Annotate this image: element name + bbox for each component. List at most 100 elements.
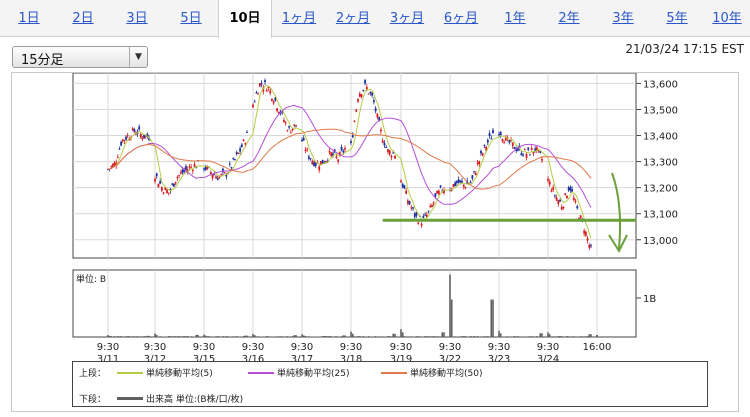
price-tick-label: 13,500	[643, 105, 678, 116]
tab-7[interactable]: 3ヶ月	[380, 0, 434, 37]
candle-body	[124, 140, 126, 141]
volume-bar	[433, 336, 435, 337]
volume-bar	[568, 336, 570, 337]
volume-bar	[375, 336, 377, 337]
volume-bar	[573, 336, 575, 337]
volume-bar	[292, 336, 294, 337]
candle-body	[377, 114, 379, 118]
tab-2[interactable]: 3日	[110, 0, 164, 37]
tab-10[interactable]: 2年	[542, 0, 596, 37]
volume-bar	[180, 336, 182, 337]
candle-body	[231, 167, 233, 168]
volume-bar	[129, 336, 131, 337]
volume-bar	[407, 336, 409, 337]
volume-bar	[566, 336, 568, 337]
volume-bar	[132, 336, 134, 337]
volume-bar	[484, 336, 486, 337]
volume-bar	[531, 336, 533, 337]
legend-volume-swatch	[117, 397, 143, 400]
candle-body	[526, 154, 528, 158]
candle-body	[473, 171, 475, 172]
tab-8[interactable]: 6ヶ月	[434, 0, 488, 37]
candle-body	[531, 148, 533, 150]
volume-bar	[110, 336, 112, 337]
volume-bar	[482, 336, 484, 337]
candle-body	[563, 207, 565, 208]
candle-body	[127, 135, 129, 136]
price-tick-label: 13,200	[643, 184, 678, 195]
volume-bar	[529, 336, 531, 337]
volume-bar	[227, 336, 229, 337]
volume-bar	[336, 336, 338, 337]
volume-bar	[224, 336, 226, 337]
candle-body	[547, 179, 549, 181]
tab-12[interactable]: 5年	[650, 0, 704, 37]
volume-bar	[449, 275, 451, 337]
candle-body	[254, 101, 256, 102]
volume-bar	[239, 336, 241, 337]
volume-bar	[166, 336, 168, 337]
tab-11[interactable]: 3年	[596, 0, 650, 37]
volume-bar	[368, 336, 370, 337]
volume-bar	[137, 336, 139, 337]
volume-bar	[124, 336, 126, 337]
candle-body	[156, 173, 158, 176]
candle-body	[583, 231, 585, 233]
candle-body	[352, 135, 354, 137]
volume-bar	[275, 336, 277, 337]
volume-bar	[384, 336, 386, 337]
volume-bar	[417, 336, 419, 337]
volume-bar	[327, 336, 329, 337]
candle-body	[325, 161, 327, 162]
candle-body	[405, 191, 407, 194]
volume-bar	[405, 336, 407, 337]
candle-body	[220, 174, 222, 175]
volume-bar	[382, 336, 384, 337]
interval-select[interactable]: 15分足 ▼	[12, 46, 148, 68]
candle-body	[256, 92, 258, 93]
candle-body	[490, 138, 492, 139]
candle-body	[373, 100, 375, 102]
volume-bar	[547, 332, 549, 337]
volume-bar	[252, 334, 254, 337]
candle-body	[293, 124, 295, 125]
candle-body	[559, 200, 561, 202]
candle-body	[303, 138, 305, 140]
volume-bar	[197, 335, 199, 337]
volume-bar	[147, 336, 149, 337]
volume-bar	[122, 336, 124, 337]
candle-body	[189, 166, 191, 167]
candle-body	[387, 149, 389, 152]
tab-0[interactable]: 1日	[2, 0, 56, 37]
candle-body	[551, 191, 553, 192]
candle-body	[508, 140, 510, 143]
candle-body	[429, 206, 431, 207]
volume-bar	[454, 336, 456, 337]
tab-4[interactable]: 10日	[218, 0, 272, 38]
candle-body	[178, 175, 180, 176]
tab-9[interactable]: 1年	[488, 0, 542, 37]
tab-3[interactable]: 5日	[164, 0, 218, 37]
candle-body	[243, 140, 245, 141]
candle-body	[241, 144, 243, 147]
volume-bar	[552, 336, 554, 337]
tab-13[interactable]: 10年	[704, 0, 750, 37]
tab-6[interactable]: 2ヶ月	[326, 0, 380, 37]
candle-body	[336, 156, 338, 158]
volume-bar	[424, 336, 426, 337]
tab-1[interactable]: 2日	[56, 0, 110, 37]
volume-tick-label: 1B	[643, 294, 656, 305]
volume-bar	[219, 336, 221, 337]
candle-body	[369, 92, 371, 93]
candle-body	[492, 130, 494, 133]
volume-bar	[521, 336, 523, 337]
price-tick-label: 13,400	[643, 132, 678, 143]
dropdown-arrow-icon[interactable]: ▼	[129, 47, 147, 67]
volume-bar	[522, 336, 524, 337]
volume-bar	[334, 336, 336, 337]
tab-5[interactable]: 1ヶ月	[272, 0, 326, 37]
candle-body	[166, 190, 168, 193]
candle-body	[175, 182, 177, 184]
candle-body	[385, 147, 387, 148]
volume-bar	[341, 336, 343, 337]
